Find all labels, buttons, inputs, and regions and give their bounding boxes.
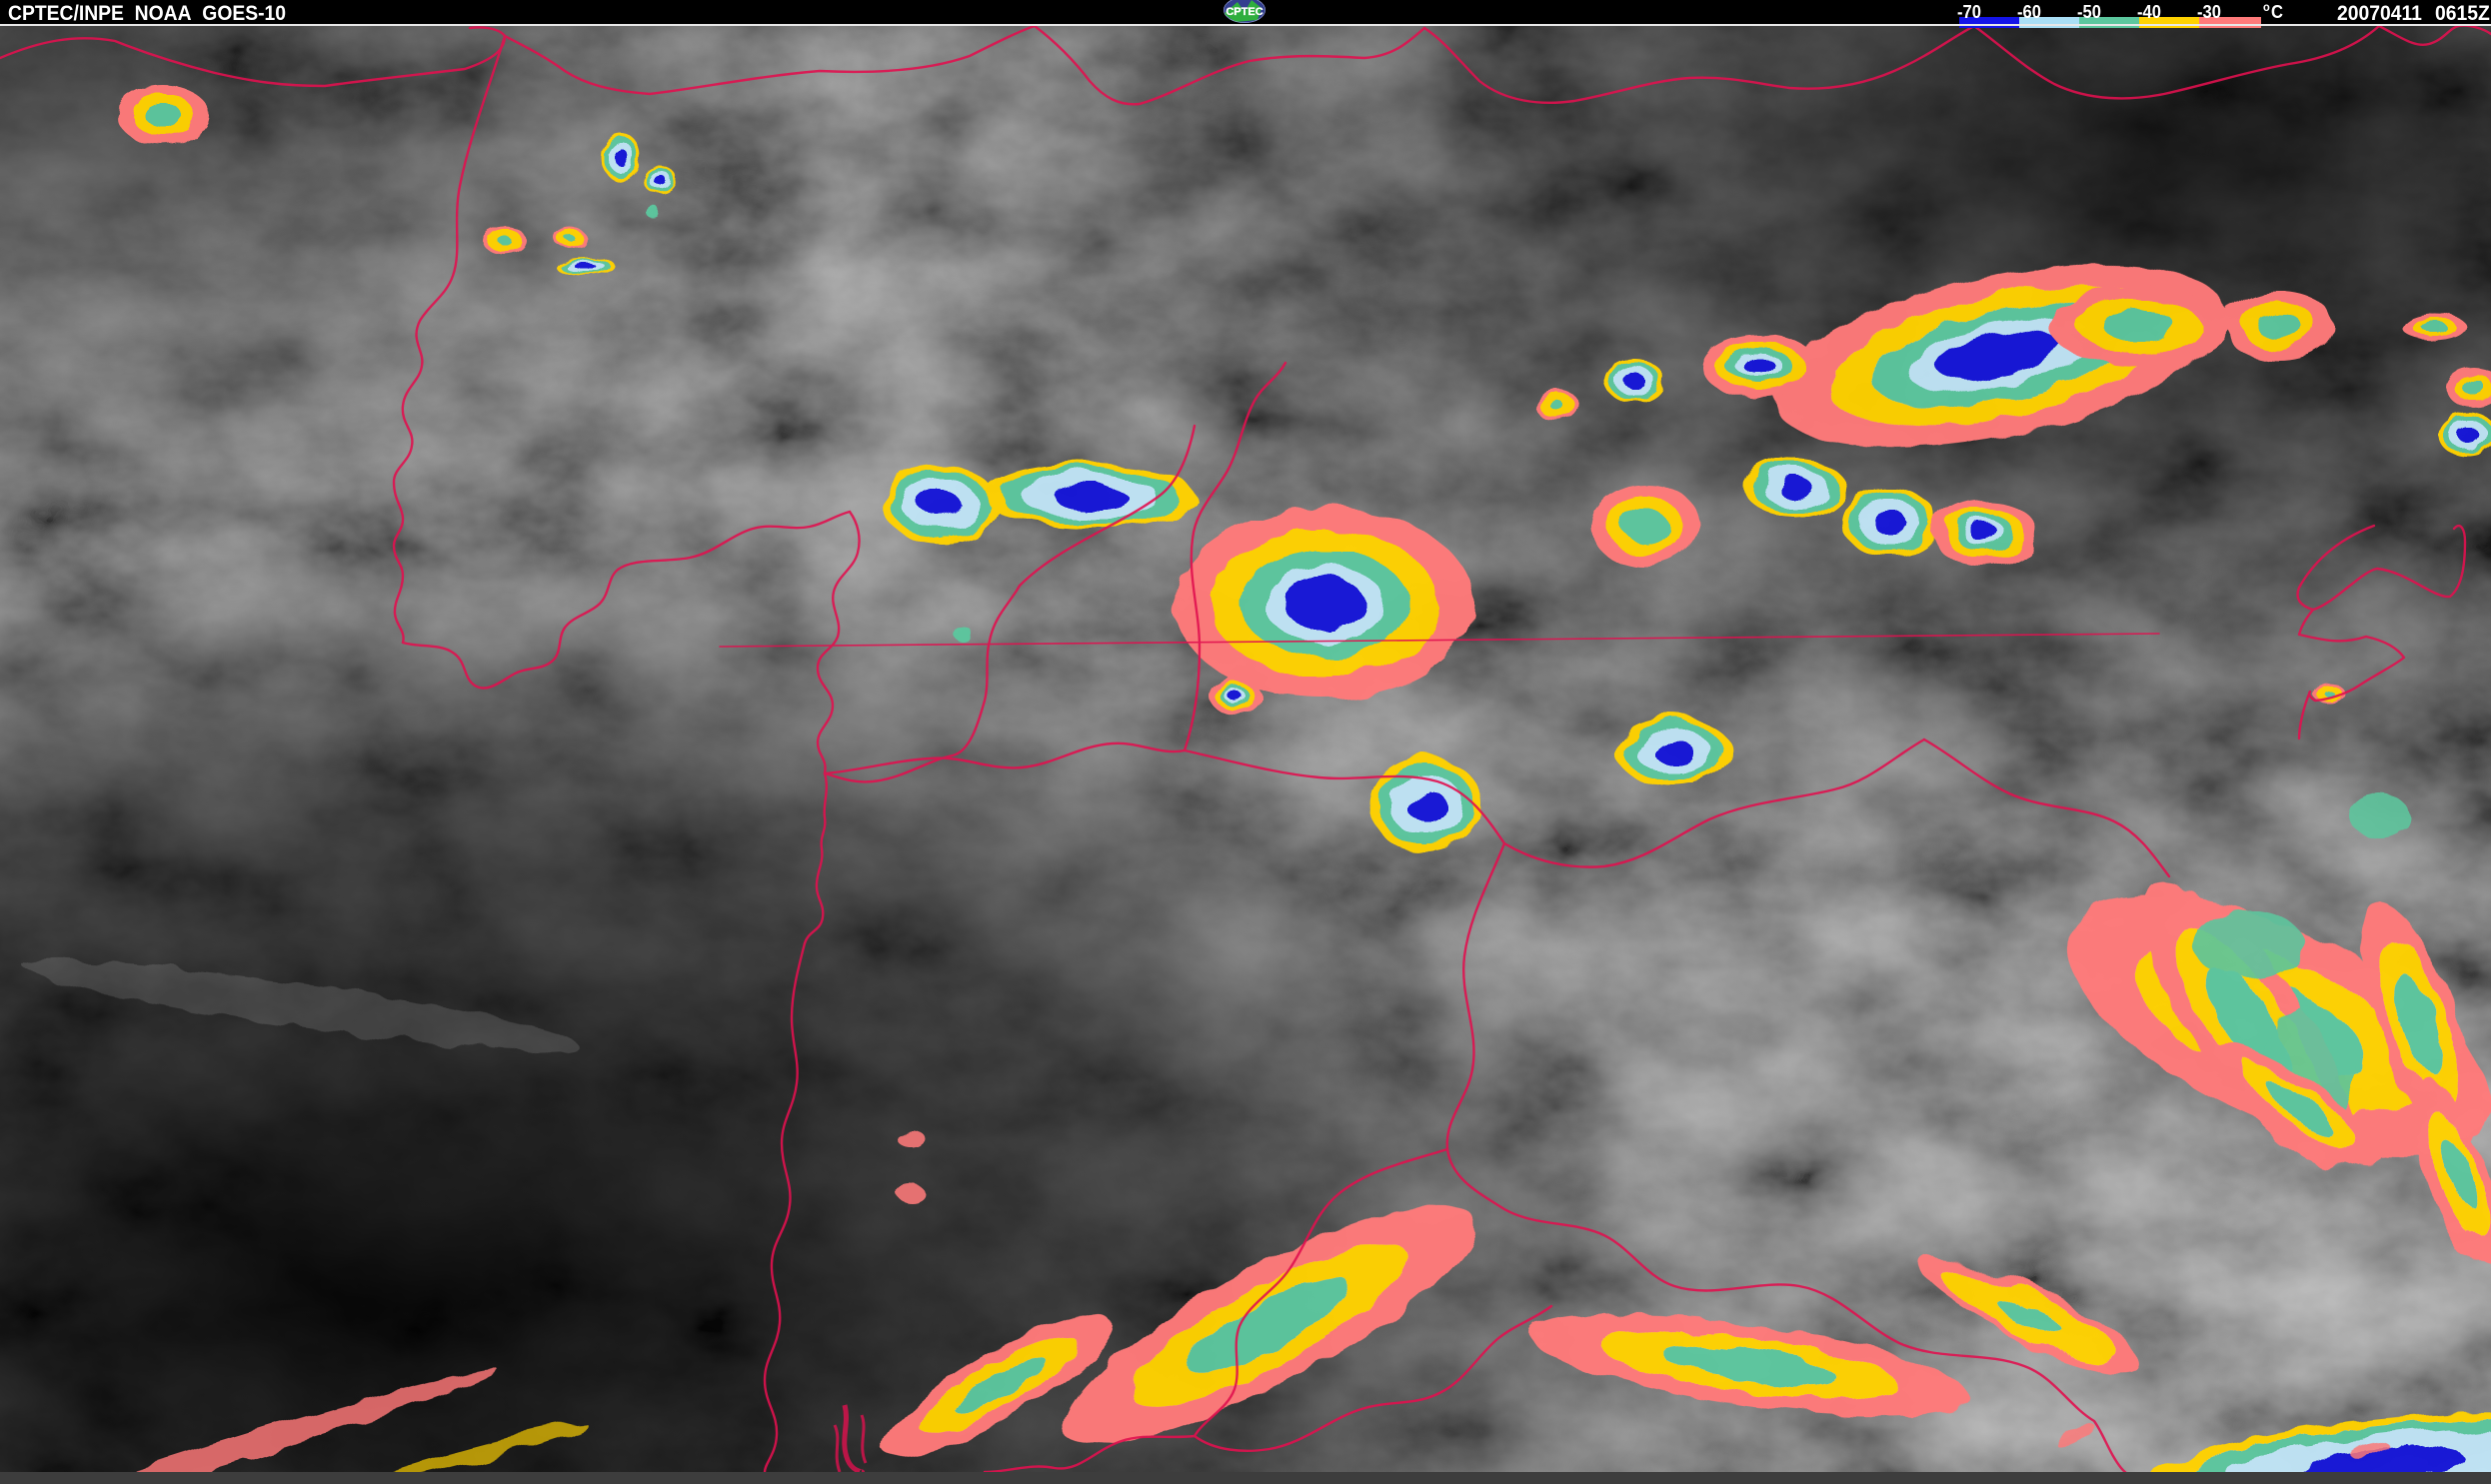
svg-text:CPTEC: CPTEC: [1226, 6, 1262, 18]
